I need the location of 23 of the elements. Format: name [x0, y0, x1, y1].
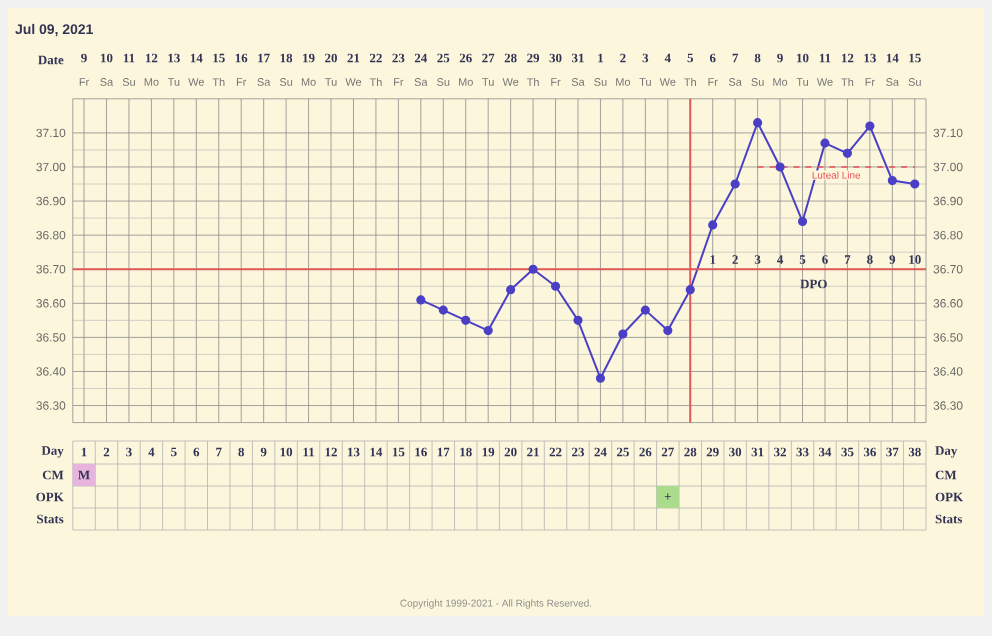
point: [797, 216, 808, 227]
point: [753, 118, 763, 128]
point: [685, 285, 695, 295]
point: [618, 329, 628, 339]
point: [730, 179, 740, 189]
point: [461, 315, 471, 325]
point: [416, 295, 426, 305]
point: [595, 373, 606, 383]
point: [573, 315, 583, 325]
point: [438, 305, 448, 315]
point: [842, 148, 853, 158]
point: [528, 264, 538, 274]
point: [708, 220, 718, 230]
point: [640, 305, 650, 315]
point: [820, 138, 830, 148]
point: [887, 176, 897, 186]
point: [483, 325, 493, 336]
point: [506, 285, 516, 295]
point: [910, 179, 920, 189]
point: [663, 325, 673, 336]
point: [775, 162, 785, 172]
point: [865, 121, 875, 131]
point: [550, 281, 561, 291]
